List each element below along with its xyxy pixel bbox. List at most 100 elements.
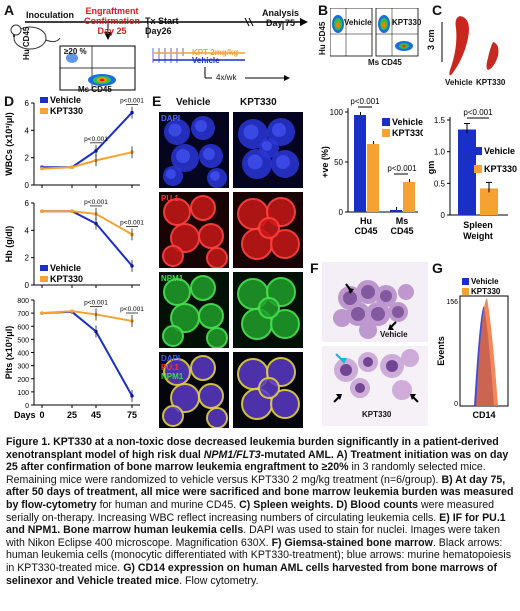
cell-rim [190,355,216,381]
cell-rim [270,229,300,259]
line-vehicle-2 [41,310,133,397]
point-kpt330 [70,209,74,213]
legend-label-0: Vehicle [484,146,515,156]
panel-f-giemsa-images [322,262,428,426]
point-kpt330 [70,165,74,170]
cell-core [176,149,190,163]
legend-swatch-0 [382,118,390,126]
legend-label-1: KPT330 [471,287,501,296]
cell-rim [206,327,228,348]
cell [191,276,215,300]
cell [207,328,227,348]
merge-label-0: DAPI [161,354,181,363]
y-tick-label: 0 [25,281,30,290]
y-tick-label: 0.5 [434,179,446,188]
micrograph-dapi-vehicle [159,112,229,188]
y-tick-label: 500 [17,337,29,344]
cell [207,248,227,268]
y-axis-label: Events [436,336,446,366]
mouse-icon [10,24,61,50]
histogram-kpt330 [476,298,498,406]
label-analysis: Analysis Day 75 [262,8,300,28]
cell [199,384,223,408]
cell-rim [163,358,191,386]
merge-label-1: PU.1 [161,363,179,372]
cell-rim [266,357,296,387]
point-kpt330 [70,309,74,313]
cell-rim [162,405,184,427]
micrograph-npm1-vehicle [159,272,229,348]
pval: p<0.001 [120,306,144,313]
y-tick-label: 0 [441,211,446,220]
cell-rim [163,198,191,226]
cell-core [203,148,215,160]
panel-a-letter: A [4,2,15,18]
y-tick-label: 50 [334,158,343,167]
panel-c-bar-chart: 0 0.5 1.0 1.5 gm p<0.001 Vehicle KPT330 SpleenWe… [428,108,517,241]
bar-vehicle-1 [390,210,402,212]
cell-rim [198,223,224,249]
y-tick-label: 700 [17,311,29,318]
spleen-photo [441,16,499,76]
legend-swatch-1 [40,108,48,114]
cell [191,196,215,220]
legend-swatch-1 [382,129,390,137]
cell-rim [258,297,280,319]
cell [199,304,223,328]
cell [164,199,190,225]
point-kpt330 [40,209,44,213]
y-axis-label: gm [428,161,436,175]
flow-b-vehicle-label: Vehicle [344,18,372,27]
panel-e-col-kpt: KPT330 [240,97,277,108]
legend-label-1: KPT330 [50,106,83,116]
y-tick-label: 200 [17,377,29,384]
x-label-2: Weight [463,231,493,241]
label-vehicle-a: Vehicle [192,56,220,65]
label-engraftment: Engraftment Confirmation Day 25 [84,6,140,36]
pval: p<0.001 [463,108,493,117]
legend-swatch-0 [474,147,482,155]
spleen-kpt-icon [486,42,499,70]
flow-a-ylabel: Hu CD45 [22,26,31,60]
cell-core [168,123,182,137]
cell-core [272,123,286,137]
panel-a-schematic [10,17,308,91]
panel-e-col-vehicle: Vehicle [176,97,211,108]
cell [164,279,190,305]
micrograph-merge-kpt330 [233,352,303,428]
micrograph-npm1-kpt330 [233,272,303,348]
bar-vehicle-0 [354,115,366,212]
y-tick-label: 1.5 [434,116,446,125]
cell-rim [198,383,224,409]
x-label-1: Spleen [463,220,493,230]
cell [171,224,199,252]
cell-rim [258,217,280,239]
cell [259,218,279,238]
cell [164,359,190,385]
y-tick-label: 4 [25,226,30,235]
x-tick-label: 75 [127,410,137,420]
cell-rim [266,277,296,307]
panel-f-vehicle-label: Vehicle [380,330,408,339]
cell-rim [162,245,184,267]
cell-rim [190,275,216,301]
y-tick-label: 400 [17,351,29,358]
micrograph-merge-vehicle [159,352,229,428]
cell-rim [266,197,296,227]
y-axis-label: +ve (%) [320,146,330,178]
micro-label-merge: DAPI PU.1 NPM1 [161,354,183,381]
micrograph-pu1-kpt330 [233,192,303,268]
x-label-hu-1: Hu [360,216,372,226]
panel-b-flow-plots [330,8,419,57]
bar-kpt330 [480,188,498,215]
legend-label-1: KPT330 [392,128,423,138]
cell-core [210,171,220,181]
y-tick-label: 800 [17,298,29,305]
cell-core [247,154,263,170]
x-label-ms-1: Ms [396,216,409,226]
point-kpt330 [40,166,44,171]
y-tick-label: 0 [339,208,344,217]
